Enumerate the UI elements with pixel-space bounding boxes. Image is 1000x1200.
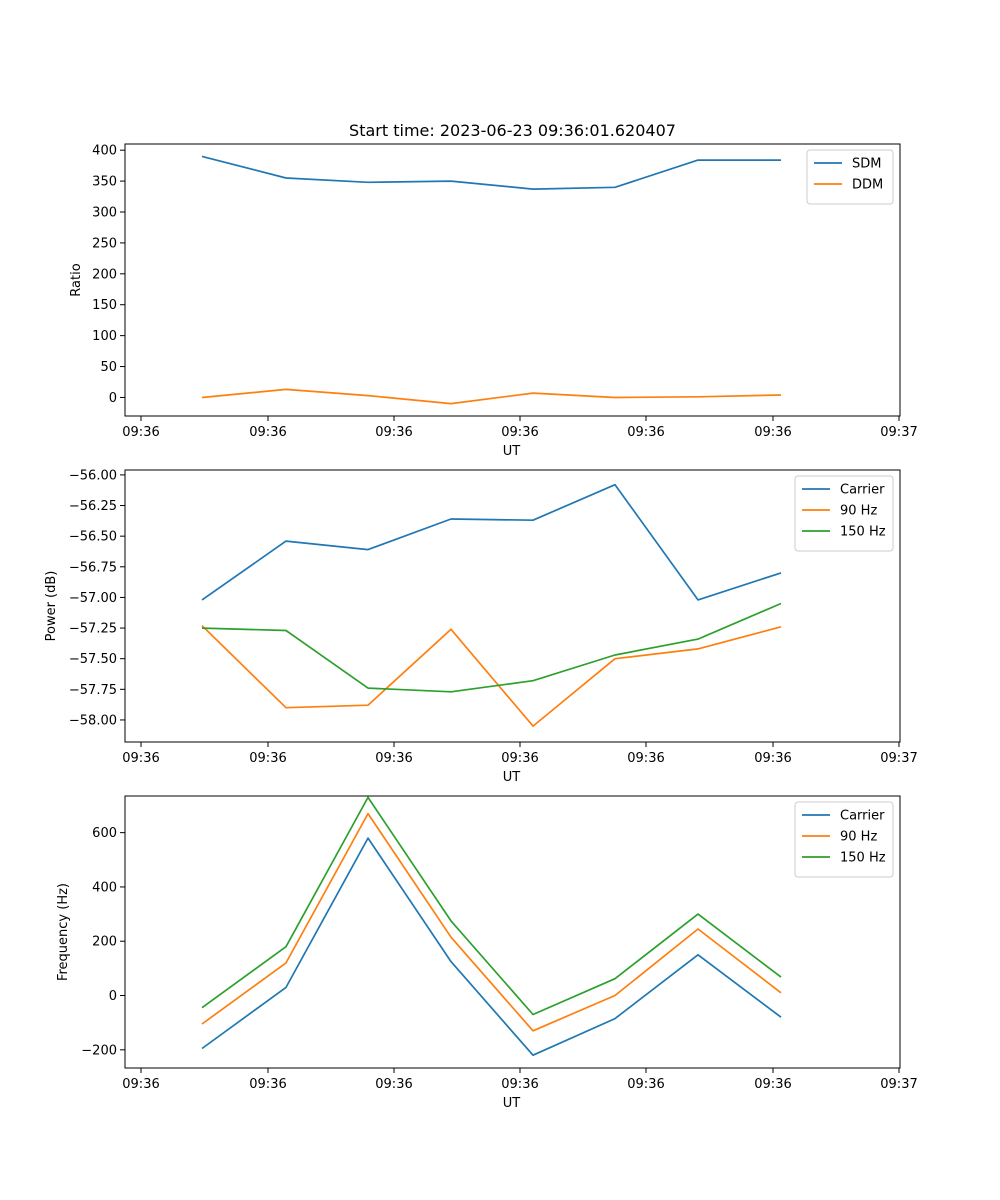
subplot-3: 09:36 09:36 09:36 09:36 09:36 09:36 09:37 UT −20… <box>56 795 918 1111</box>
series-line-150-hz <box>201 602 782 693</box>
legend: SDM DDM <box>806 149 894 205</box>
y-tick-label: −200 <box>81 1043 117 1058</box>
axes-frame <box>124 469 901 743</box>
x-tick-label: 09:36 <box>375 1077 412 1092</box>
y-tick-label: 200 <box>92 935 117 950</box>
y-tick-label: 50 <box>100 360 117 375</box>
legend: Carrier 90 Hz 150 Hz <box>794 475 894 552</box>
legend-entry: Carrier <box>840 809 885 824</box>
y-tick-label: 100 <box>92 329 117 344</box>
y-tick-label: 400 <box>92 144 117 159</box>
series-line-150-hz <box>201 796 782 1016</box>
legend-entry: 90 Hz <box>840 504 877 519</box>
x-tick-label: 09:36 <box>754 1077 791 1092</box>
x-tick-label: 09:37 <box>880 425 917 440</box>
axes-frame <box>124 795 901 1069</box>
y-tick-label: 350 <box>92 175 117 190</box>
y-tick-label: −57.25 <box>69 622 117 637</box>
legend-entry: 150 Hz <box>840 525 886 540</box>
legend-entry: Carrier <box>840 483 885 498</box>
y-tick-label: −57.00 <box>69 591 117 606</box>
x-tick-label: 09:36 <box>754 751 791 766</box>
axes-frame <box>124 143 901 417</box>
x-tick-label: 09:37 <box>880 1077 917 1092</box>
y-tick-label: −58.00 <box>69 713 117 728</box>
x-tick-label: 09:36 <box>122 1077 159 1092</box>
x-tick-label: 09:36 <box>122 425 159 440</box>
x-tick-label: 09:36 <box>249 425 286 440</box>
legend-entry: 150 Hz <box>840 851 886 866</box>
legend-frame <box>794 475 894 552</box>
legend-entry: SDM <box>852 157 881 172</box>
y-tick-label: 0 <box>109 391 117 406</box>
y-axis-label: Ratio <box>69 263 84 296</box>
x-tick-label: 09:36 <box>375 751 412 766</box>
chart-title: Start time: 2023-06-23 09:36:01.620407 <box>349 121 676 140</box>
subplot-2: 09:36 09:36 09:36 09:36 09:36 09:36 09:37 UT −58… <box>44 468 918 785</box>
y-tick-label: 0 <box>109 989 117 1004</box>
legend-entry: 90 Hz <box>840 830 877 845</box>
x-tick-label: 09:36 <box>627 425 664 440</box>
series-line-90-hz <box>201 812 782 1032</box>
y-tick-label: −56.25 <box>69 499 117 514</box>
x-tick-label: 09:36 <box>627 1077 664 1092</box>
legend-frame <box>794 801 894 878</box>
series-line-sdm <box>201 155 781 190</box>
x-tick-label: 09:36 <box>249 1077 286 1092</box>
y-tick-label: −57.75 <box>69 683 117 698</box>
x-axis-label: UT <box>503 1096 521 1111</box>
y-axis-label: Power (dB) <box>44 571 59 642</box>
series-line-ddm <box>201 388 782 405</box>
y-tick-label: 600 <box>92 826 117 841</box>
y-tick-label: 300 <box>92 206 117 221</box>
x-tick-label: 09:36 <box>754 425 791 440</box>
series-line-90-hz <box>201 624 782 727</box>
legend: Carrier 90 Hz 150 Hz <box>794 801 894 878</box>
x-tick-label: 09:36 <box>627 751 664 766</box>
x-tick-label: 09:36 <box>249 751 286 766</box>
x-tick-label: 09:36 <box>501 751 538 766</box>
y-tick-label: −56.50 <box>69 530 117 545</box>
series-line-carrier <box>201 837 782 1057</box>
x-tick-label: 09:36 <box>122 751 159 766</box>
legend-entry: DDM <box>852 178 883 193</box>
x-tick-label: 09:36 <box>501 1077 538 1092</box>
y-tick-label: 200 <box>92 267 117 282</box>
y-tick-label: 150 <box>92 298 117 313</box>
y-tick-label: 250 <box>92 236 117 251</box>
y-axis-label: Frequency (Hz) <box>56 883 71 981</box>
y-tick-label: −57.50 <box>69 652 117 667</box>
y-tick-label: −56.75 <box>69 560 117 575</box>
x-axis-label: UT <box>503 444 521 459</box>
x-tick-label: 09:37 <box>880 751 917 766</box>
y-tick-label: 400 <box>92 880 117 895</box>
subplot-1: Start time: 2023-06-23 09:36:01.620407 09… <box>69 121 918 459</box>
y-tick-label: −56.00 <box>69 468 117 483</box>
x-tick-label: 09:36 <box>501 425 538 440</box>
series-line-carrier <box>201 483 782 601</box>
x-axis-label: UT <box>503 770 521 785</box>
x-tick-label: 09:36 <box>375 425 412 440</box>
